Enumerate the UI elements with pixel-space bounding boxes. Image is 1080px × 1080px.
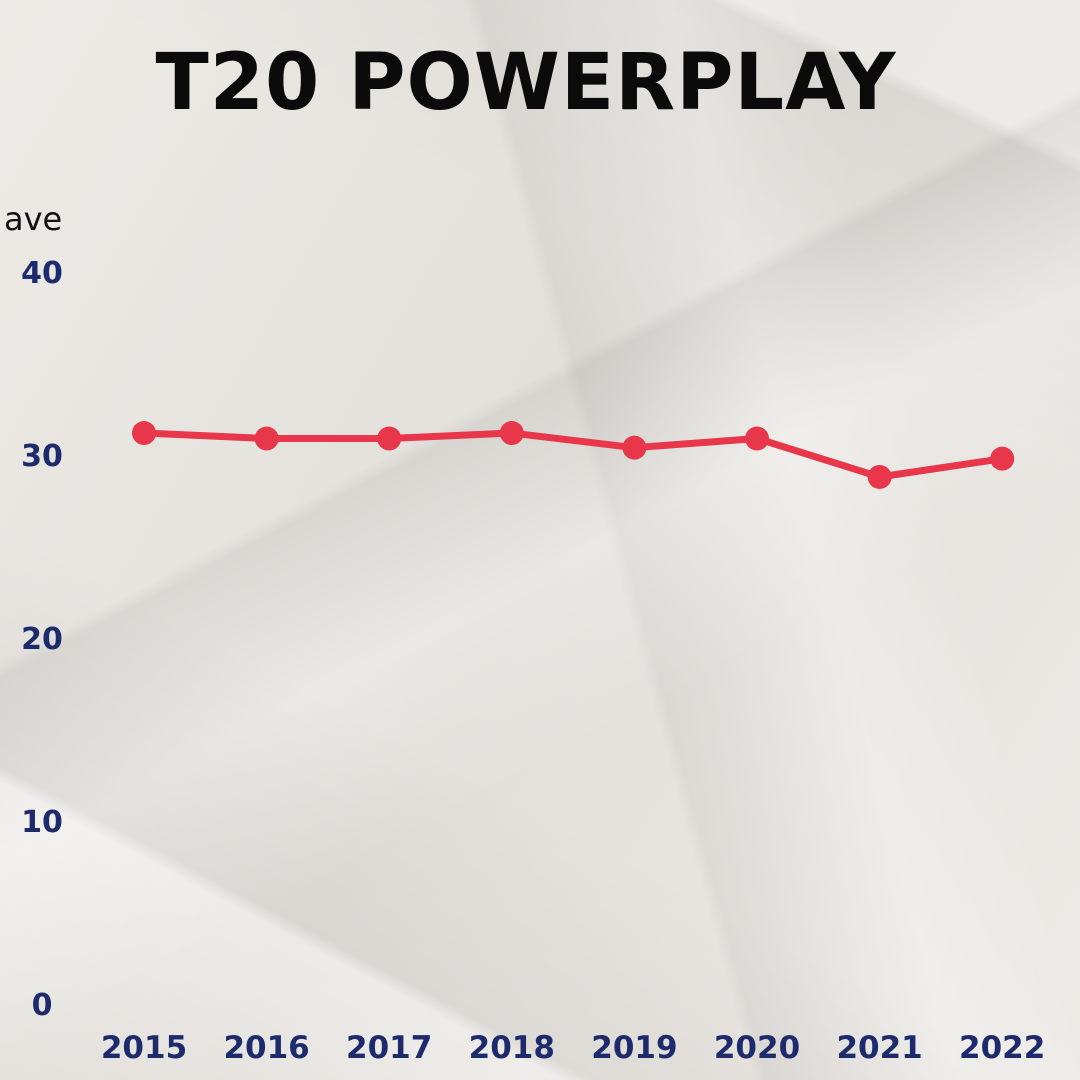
- data-point-2021: [867, 464, 892, 489]
- y-tick-label: 20: [21, 622, 63, 657]
- series-line: [140, 429, 1006, 481]
- data-point-2020: [745, 426, 769, 451]
- x-axis-ticks: 2015 2016 2017 2018 2019 2020 2021 2022: [101, 1030, 1045, 1066]
- y-axis-ticks: 0 10 20 30 40: [21, 256, 63, 1023]
- x-tick-label: 2021: [836, 1030, 922, 1066]
- data-point-2022: [990, 446, 1015, 471]
- data-point-2015: [132, 421, 156, 446]
- chart-title: T20 POWERPLAY: [155, 38, 897, 128]
- y-axis-label: ave: [4, 200, 62, 238]
- data-point-2019: [622, 435, 647, 460]
- data-point-2017: [377, 426, 402, 451]
- data-point-2016: [254, 426, 279, 451]
- y-tick-label: 10: [21, 805, 63, 840]
- y-tick-label: 30: [21, 439, 63, 474]
- y-tick-label: 40: [21, 256, 63, 291]
- data-point-2018: [499, 421, 524, 446]
- x-tick-label: 2015: [101, 1030, 187, 1066]
- x-tick-label: 2017: [346, 1030, 432, 1066]
- x-tick-label: 2022: [959, 1030, 1045, 1066]
- x-tick-label: 2020: [714, 1030, 800, 1066]
- series-group: [132, 421, 1015, 489]
- y-tick-label: 0: [32, 988, 53, 1023]
- x-tick-label: 2016: [223, 1030, 309, 1066]
- x-tick-label: 2019: [591, 1030, 677, 1066]
- x-tick-label: 2018: [469, 1030, 555, 1066]
